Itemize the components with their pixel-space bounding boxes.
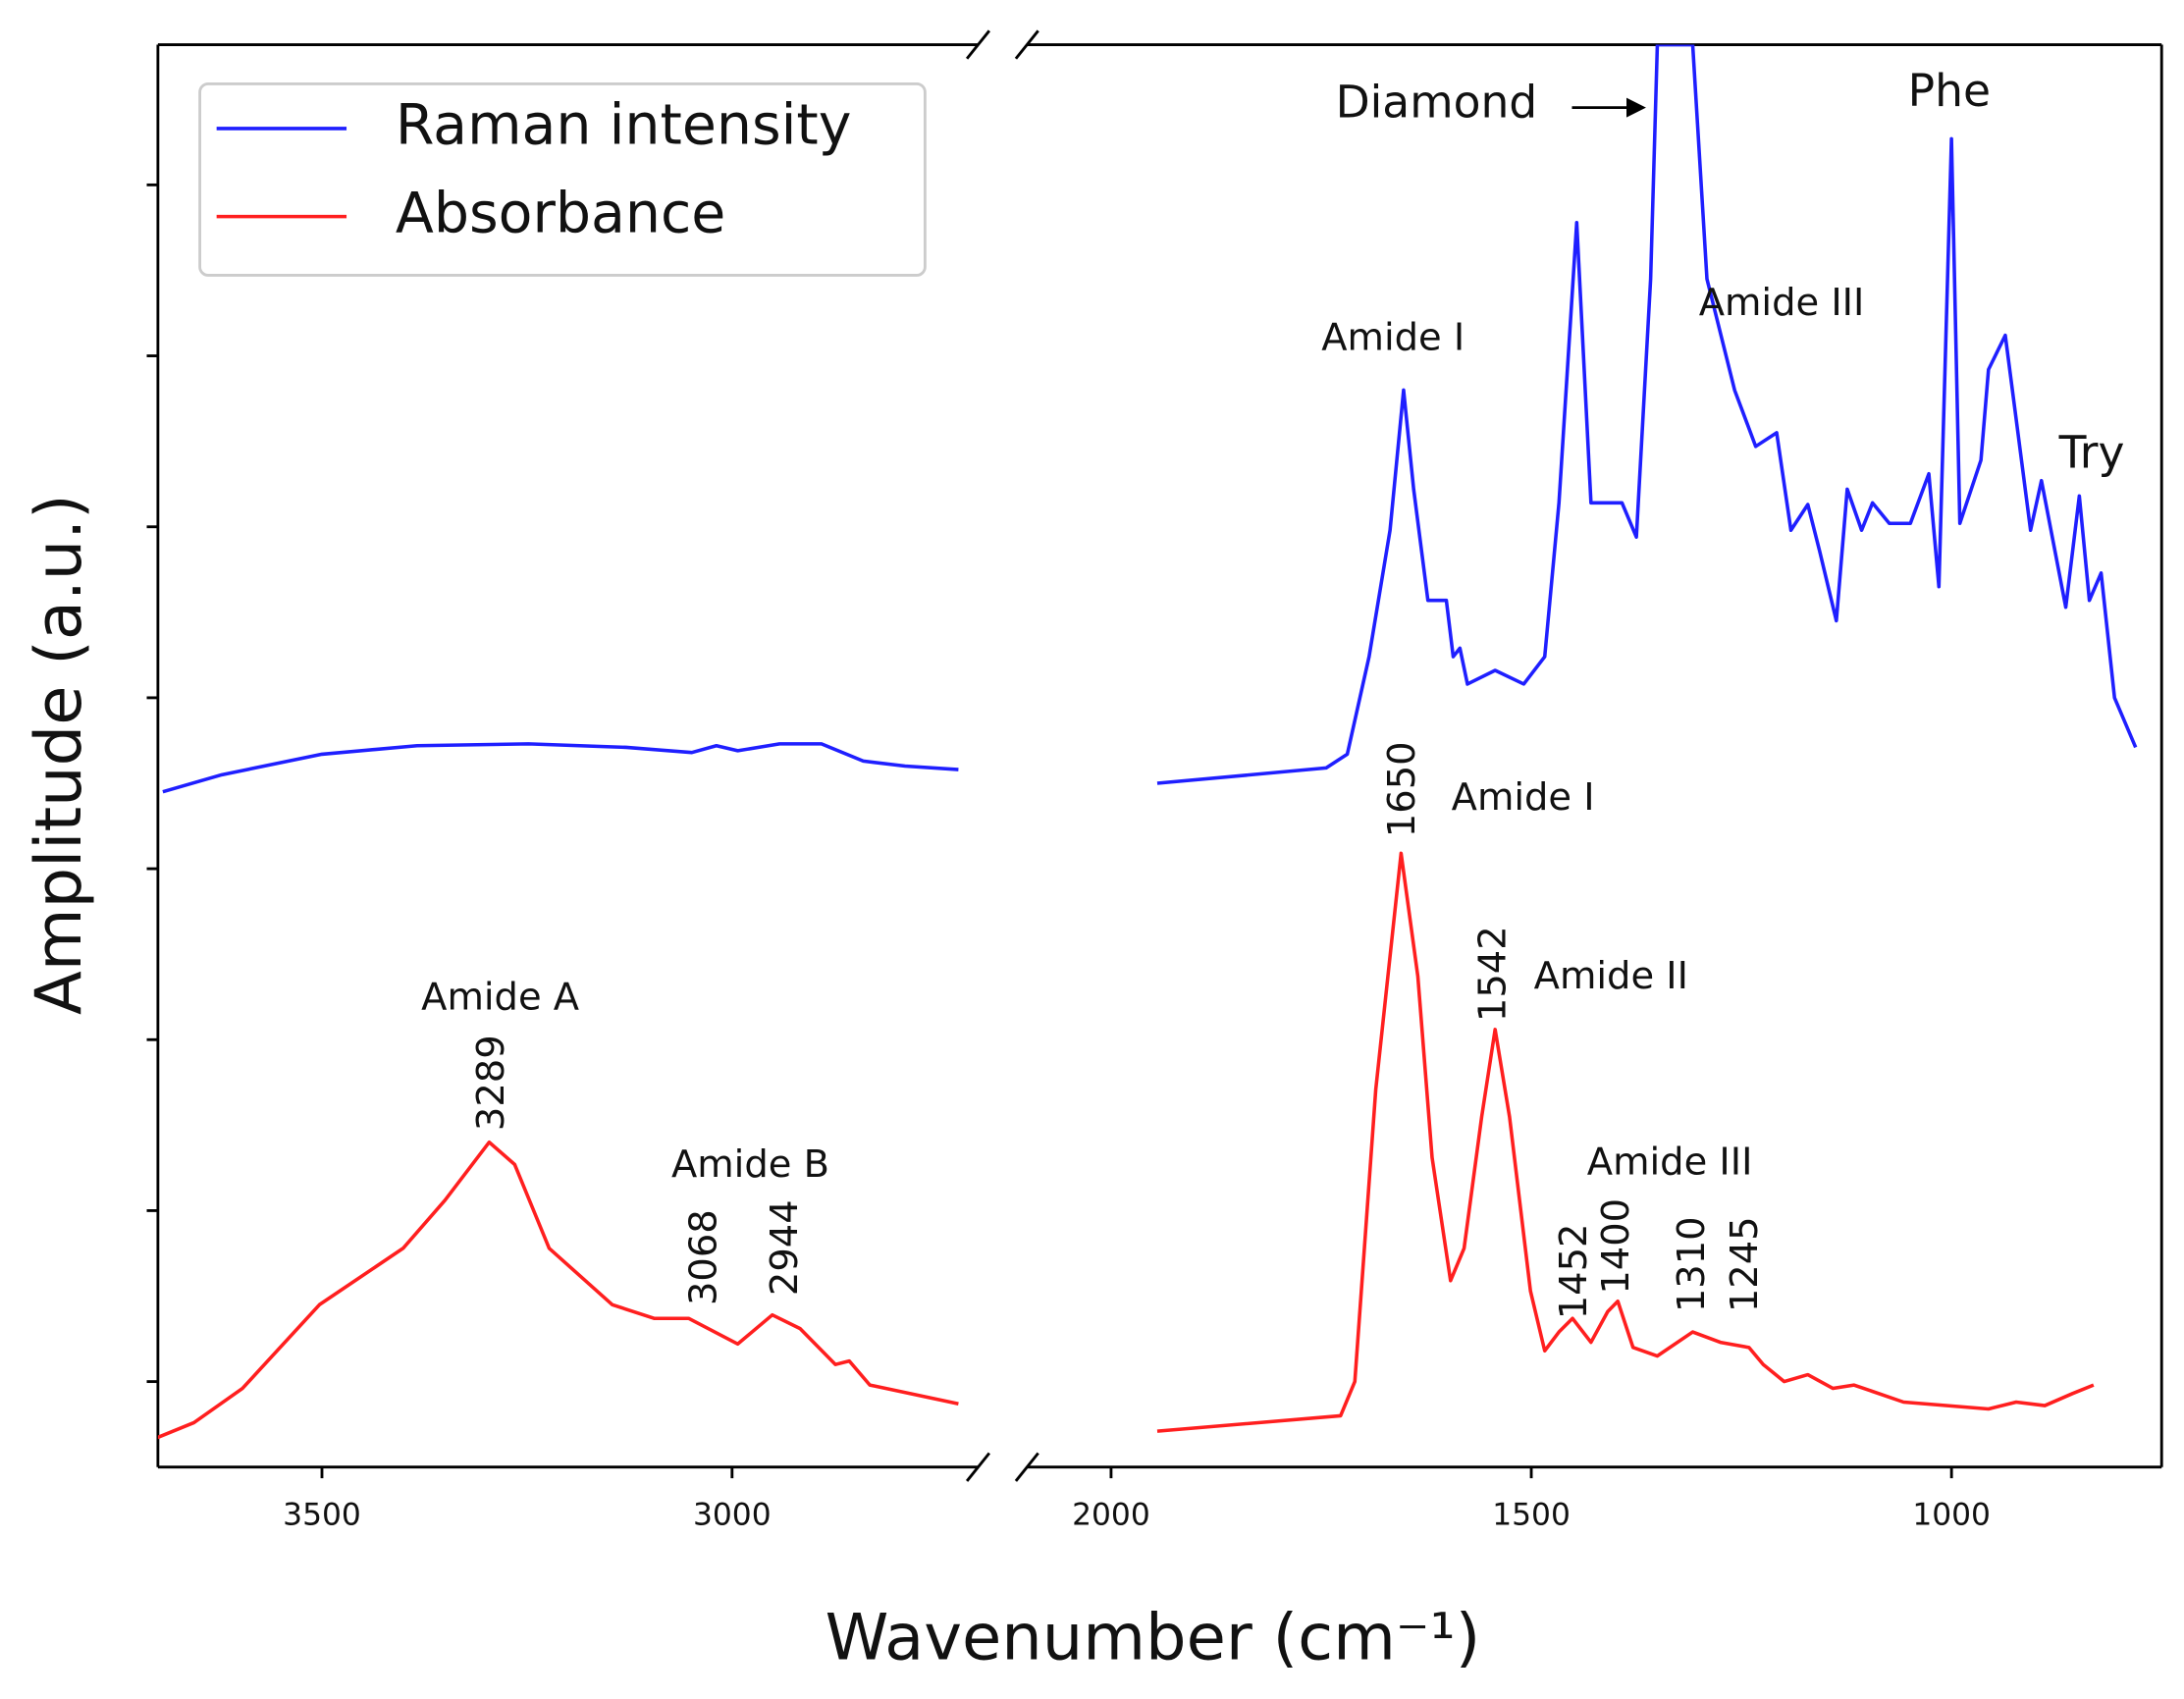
annotation: 1310 — [1670, 1216, 1714, 1312]
x-tick-label: 1000 — [1912, 1498, 1991, 1533]
annotation: Amide III — [1699, 281, 1865, 325]
legend-label: Raman intensity — [396, 93, 852, 158]
annotation: Amide B — [671, 1142, 829, 1187]
annotation: Phe — [1908, 65, 1991, 117]
series-line — [1156, 44, 2138, 785]
annotation: 3289 — [469, 1035, 513, 1131]
annotation: 1452 — [1552, 1224, 1596, 1320]
x-tick-label: 2000 — [1072, 1498, 1150, 1533]
series-line — [157, 1140, 959, 1440]
annotation: Amide I — [1321, 315, 1465, 359]
annotation: 1542 — [1471, 926, 1516, 1022]
annotation: Amide A — [421, 975, 579, 1019]
annotation: Try — [2058, 427, 2125, 479]
annotation-arrowhead — [1625, 97, 1646, 118]
y-axis-label: Amplitude (a.u.) — [22, 494, 96, 1015]
x-tick-label: 3500 — [283, 1498, 361, 1533]
axes-frame — [156, 29, 2163, 1482]
annotation: Amide I — [1452, 775, 1595, 820]
legend-box — [198, 81, 927, 277]
annotation: Amide II — [1534, 954, 1688, 998]
x-tick-label: 1500 — [1492, 1498, 1571, 1533]
annotation: 2944 — [763, 1199, 807, 1296]
x-tick-label: 3000 — [693, 1498, 772, 1533]
x-axis-label: Wavenumber (cm⁻¹) — [826, 1601, 1481, 1675]
annotation: Amide III — [1587, 1140, 1753, 1184]
series-line — [162, 742, 959, 794]
annotation: 1245 — [1723, 1216, 1767, 1312]
annotation: Diamond — [1336, 76, 1538, 128]
annotation: 1400 — [1594, 1198, 1638, 1295]
annotation: 1650 — [1380, 741, 1424, 837]
legend-label: Absorbance — [396, 181, 725, 245]
annotation: 3068 — [681, 1209, 725, 1305]
series-line — [1156, 851, 2095, 1433]
